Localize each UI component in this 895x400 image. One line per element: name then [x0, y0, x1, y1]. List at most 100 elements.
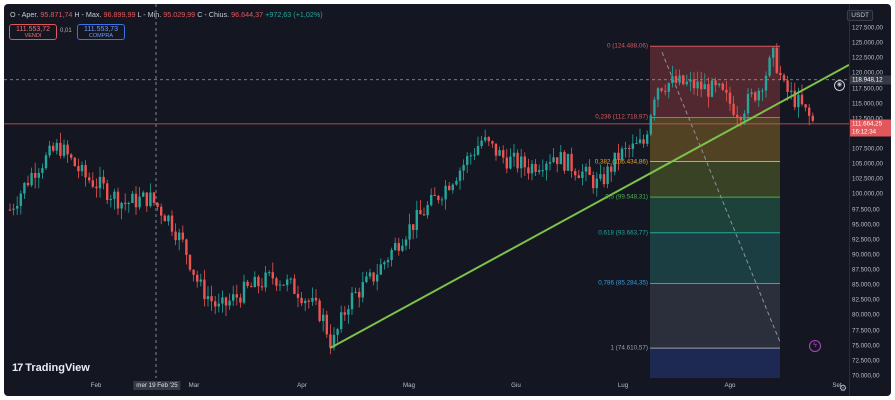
candle-body: [707, 84, 710, 97]
candle-body: [178, 232, 181, 241]
candle-body: [466, 156, 469, 165]
candle-body: [354, 291, 357, 293]
candle-body: [401, 245, 404, 251]
time-tick: Set: [832, 382, 842, 389]
low-label: L - Min.: [137, 10, 162, 19]
close-label: C - Chius.: [197, 10, 230, 19]
candle-body: [210, 296, 213, 302]
spread-value: 0,01: [60, 28, 72, 34]
sell-label: VENDI: [24, 33, 42, 39]
candle-body: [761, 90, 764, 92]
candle-body: [451, 184, 454, 191]
candle-body: [505, 157, 508, 169]
time-tick: Apr: [297, 382, 307, 389]
candle-body: [689, 79, 692, 82]
candle-body: [491, 141, 494, 144]
candle-body: [318, 300, 321, 321]
candle-body: [98, 176, 102, 189]
candle-body: [322, 314, 325, 321]
candle-body: [55, 142, 58, 151]
candle-body: [498, 150, 501, 156]
candle-body: [26, 182, 30, 186]
price-plot[interactable]: [4, 4, 849, 378]
candle-body: [620, 148, 624, 160]
candle-body: [278, 284, 282, 286]
candle-body: [646, 134, 649, 144]
price-tick: 120.000,00: [852, 69, 883, 77]
candle-body: [599, 174, 602, 179]
price-tick: 102.500,00: [852, 175, 883, 183]
candle-body: [494, 143, 498, 156]
candle-body: [314, 297, 318, 301]
candle-body: [275, 278, 278, 286]
low-value: 95.029,99: [163, 10, 196, 19]
price-tick: 92.500,00: [852, 236, 880, 244]
candle-body: [768, 57, 771, 76]
eye-icon[interactable]: ◉: [834, 80, 845, 91]
candle-body: [116, 191, 120, 209]
crosshair-price-badge: 118.948,12: [850, 75, 891, 85]
price-tick: 75.000,00: [852, 342, 880, 350]
candle-body: [613, 152, 616, 172]
candle-body: [700, 81, 703, 90]
candle-body: [412, 224, 415, 231]
candle-body: [444, 185, 447, 200]
currency-selector[interactable]: USDT: [847, 10, 873, 21]
sell-button[interactable]: 111.553,72 VENDI: [9, 24, 57, 40]
candle-body: [548, 162, 552, 164]
chart-pane[interactable]: O - Aper. 95.871,74 H - Max. 96.899,99 L…: [4, 4, 891, 396]
price-axis[interactable]: 127.500,00 125.000,00 122.500,00 120.000,00…: [850, 4, 891, 396]
candle-body: [149, 192, 152, 207]
time-tick: Feb: [90, 382, 102, 389]
bolt-icon[interactable]: ϟ: [809, 340, 821, 352]
candle-body: [718, 83, 721, 86]
candle-body: [710, 80, 714, 97]
time-axis[interactable]: Feb Mar Apr Mag Giu Lug Ago Set mer 19 Feb '25: [4, 378, 849, 396]
candle-body: [138, 196, 141, 208]
candle-body: [790, 90, 793, 92]
candle-body: [390, 249, 393, 261]
candle-body: [476, 145, 480, 155]
candle-body: [52, 145, 55, 151]
candle-body: [332, 334, 336, 348]
candle-body: [649, 115, 652, 135]
candle-body: [779, 72, 782, 76]
price-tick: 82.500,00: [852, 296, 880, 304]
candle-body: [610, 166, 613, 172]
candle-body: [192, 269, 195, 275]
candle-body: [289, 278, 292, 280]
candle-body: [458, 170, 462, 181]
candle-body: [473, 154, 476, 156]
price-tick: 97.500,00: [852, 206, 880, 214]
candle-body: [642, 139, 645, 144]
candle-body: [714, 80, 717, 86]
candle-body: [160, 206, 163, 216]
candle-body: [502, 150, 505, 158]
candle-body: [545, 163, 548, 171]
candle-body: [674, 76, 678, 83]
candle-body: [271, 272, 274, 279]
candle-body: [512, 152, 516, 157]
candle-body: [300, 297, 303, 304]
candle-body: [552, 157, 555, 163]
buy-button[interactable]: 111.553,73 COMPRA: [77, 24, 125, 40]
candle-body: [566, 153, 570, 171]
candle-body: [606, 166, 609, 185]
gear-icon[interactable]: ⚙: [839, 383, 848, 393]
candle-body: [559, 152, 562, 165]
candle-body: [556, 157, 559, 165]
close-value: 96.644,37: [231, 10, 264, 19]
candle-body: [224, 297, 228, 306]
candle-body: [185, 239, 188, 255]
candle-body: [487, 137, 490, 142]
candle-body: [628, 147, 631, 149]
ohlc-legend: O - Aper. 95.871,74 H - Max. 96.899,99 L…: [10, 10, 323, 19]
candle-body: [534, 163, 537, 172]
price-tick: 122.500,00: [852, 54, 883, 62]
candle-body: [808, 107, 811, 116]
time-tick: Lug: [617, 382, 629, 389]
candle-body: [379, 264, 382, 275]
fib-level-label: 0,382 (105.434,86): [594, 158, 648, 166]
high-label: H - Max.: [74, 10, 102, 19]
